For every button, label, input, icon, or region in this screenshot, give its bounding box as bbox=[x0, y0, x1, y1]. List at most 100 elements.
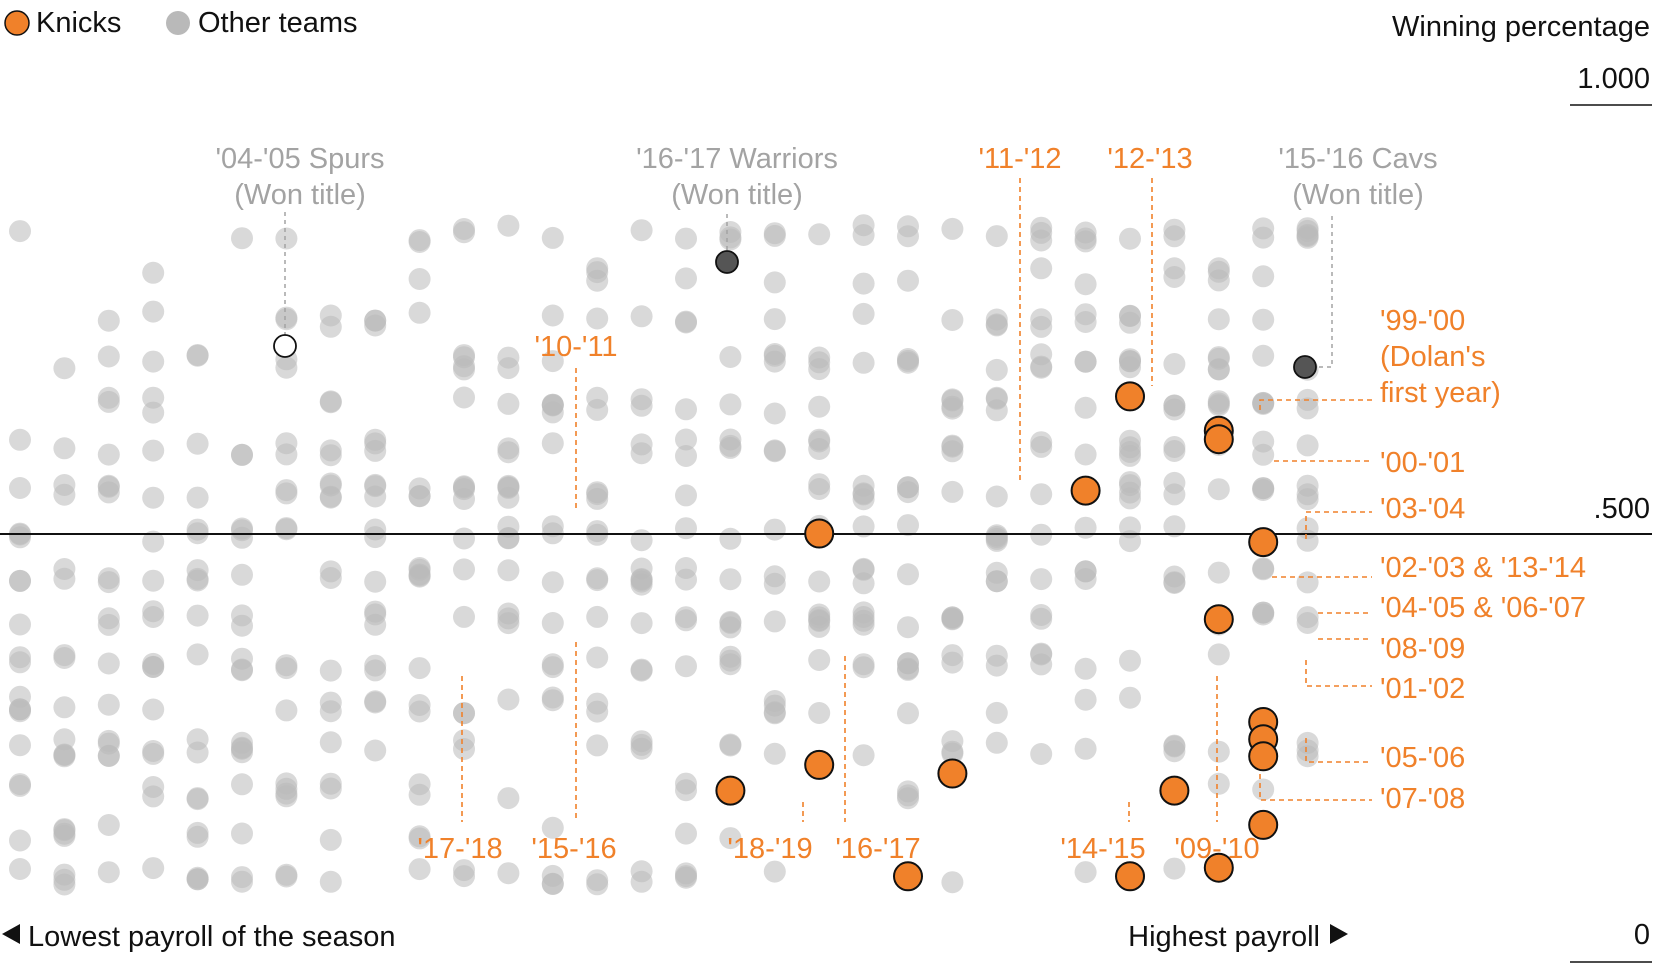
other-team-dot bbox=[97, 652, 120, 675]
knicks-dot bbox=[937, 758, 968, 789]
other-team-dot bbox=[897, 269, 919, 292]
other-team-dot bbox=[319, 485, 342, 508]
spurs-champion-dot bbox=[273, 334, 297, 358]
other-team-dot bbox=[453, 702, 475, 725]
other-team-dot bbox=[275, 479, 298, 502]
other-team-dot bbox=[497, 559, 520, 582]
other-team-dot bbox=[53, 474, 76, 496]
other-team-dot bbox=[808, 570, 831, 593]
other-team-dot bbox=[453, 865, 475, 888]
other-team-dot bbox=[541, 571, 564, 594]
other-team-dot bbox=[1296, 474, 1319, 497]
other-team-dot bbox=[941, 871, 964, 894]
other-team-dot bbox=[763, 572, 786, 595]
other-team-dot bbox=[586, 483, 609, 506]
other-team-dot bbox=[142, 857, 165, 880]
other-team-dot bbox=[97, 693, 120, 716]
other-team-dot bbox=[319, 315, 342, 338]
other-team-dot bbox=[985, 731, 1008, 754]
legend-knicks-swatch bbox=[4, 10, 30, 36]
other-team-dot bbox=[541, 304, 564, 327]
other-team-dot bbox=[897, 616, 919, 639]
other-team-dot bbox=[364, 439, 387, 462]
other-team-dot bbox=[9, 477, 31, 499]
other-team-dot bbox=[275, 443, 298, 466]
other-team-dot bbox=[186, 518, 209, 541]
other-team-dot bbox=[586, 873, 609, 896]
other-team-dot bbox=[497, 602, 520, 625]
other-team-dot bbox=[1119, 487, 1141, 510]
arrow-right-icon bbox=[1330, 924, 1348, 944]
other-team-dot bbox=[808, 223, 831, 246]
label-12-13: '12-'13 bbox=[1107, 143, 1192, 175]
other-team-dot bbox=[408, 773, 431, 796]
other-team-dot bbox=[808, 346, 831, 369]
other-team-dot bbox=[763, 402, 786, 425]
other-team-dot bbox=[231, 227, 253, 250]
other-team-dot bbox=[541, 689, 564, 712]
other-team-dot bbox=[364, 309, 387, 332]
other-team-dot bbox=[941, 480, 964, 503]
other-team-dot bbox=[541, 350, 564, 373]
other-team-dot bbox=[941, 397, 964, 420]
other-team-dot bbox=[453, 476, 475, 499]
other-team-dot bbox=[586, 257, 609, 280]
other-team-dot bbox=[808, 702, 831, 724]
other-team-dot bbox=[186, 821, 209, 844]
other-team-dot bbox=[275, 657, 298, 680]
label-01-02: '01-'02 bbox=[1380, 673, 1465, 705]
other-team-dot bbox=[941, 606, 964, 629]
label-02-03-13-14: '02-'03 & '13-'14 bbox=[1380, 552, 1586, 584]
other-team-dot bbox=[53, 567, 76, 590]
knicks-dot bbox=[1159, 775, 1190, 806]
other-team-dot bbox=[985, 387, 1008, 410]
other-team-dot bbox=[1030, 607, 1053, 630]
other-team-dot bbox=[985, 570, 1008, 593]
label-18-19: '18-'19 bbox=[727, 833, 812, 865]
other-team-dot bbox=[408, 825, 431, 848]
label-04-05-06-07: '04-'05 & '06-'07 bbox=[1380, 592, 1586, 624]
other-team-dot bbox=[408, 477, 431, 500]
other-team-dot bbox=[186, 866, 209, 889]
other-team-dot bbox=[231, 526, 253, 549]
other-team-dot bbox=[1074, 657, 1097, 680]
other-team-dot bbox=[808, 649, 831, 671]
other-team-dot bbox=[186, 643, 209, 666]
other-team-dot bbox=[364, 654, 387, 677]
other-team-dot bbox=[97, 613, 120, 636]
other-team-dot bbox=[763, 271, 786, 294]
other-team-dot bbox=[453, 558, 475, 581]
other-team-dot bbox=[719, 645, 742, 668]
other-team-dot bbox=[453, 355, 475, 378]
knicks-dot bbox=[804, 518, 835, 549]
cavs-leader-line bbox=[1318, 216, 1333, 368]
other-team-dot bbox=[497, 441, 520, 464]
label-99-00-line2: (Dolan's bbox=[1380, 341, 1485, 373]
other-team-dot bbox=[675, 398, 697, 421]
other-team-dot bbox=[719, 827, 742, 850]
other-team-dot bbox=[1074, 516, 1097, 539]
knicks-dot bbox=[1115, 861, 1145, 892]
other-team-dot bbox=[1074, 737, 1097, 760]
warriors-champion-dot bbox=[715, 250, 739, 274]
other-team-dot bbox=[586, 398, 609, 421]
other-team-dot bbox=[1030, 315, 1053, 338]
other-team-dot bbox=[142, 655, 165, 678]
other-team-dot bbox=[675, 310, 697, 333]
other-team-dot bbox=[941, 730, 964, 753]
other-team-dot bbox=[453, 527, 475, 550]
other-team-dot bbox=[985, 527, 1008, 550]
other-team-dot bbox=[1030, 435, 1053, 458]
label-14-15: '14-'15 bbox=[1060, 833, 1145, 865]
other-team-dot bbox=[453, 605, 475, 628]
other-team-dot bbox=[1030, 257, 1053, 280]
label-05-06: '05-'06 bbox=[1380, 742, 1465, 774]
other-team-dot bbox=[763, 222, 786, 245]
other-team-dot bbox=[186, 432, 209, 455]
other-team-dot bbox=[97, 481, 120, 504]
other-team-dot bbox=[852, 606, 875, 628]
legend-knicks-label: Knicks bbox=[36, 7, 121, 39]
other-team-dot bbox=[675, 655, 697, 678]
other-team-dot bbox=[630, 659, 653, 682]
other-team-dot bbox=[319, 828, 342, 851]
